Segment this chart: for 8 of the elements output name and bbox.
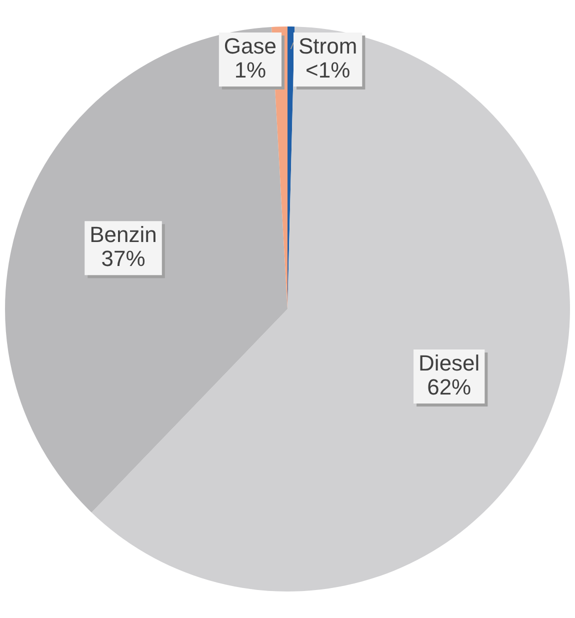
slice-label: Gase: [224, 34, 277, 59]
data-label: <1%: [306, 58, 350, 83]
slice-label: Benzin: [90, 222, 157, 248]
data-label: 1%: [234, 58, 266, 83]
slice-label: Strom: [298, 34, 358, 59]
data-label: 62%: [427, 374, 472, 400]
data-label: 37%: [101, 246, 146, 272]
slice-label: Diesel: [418, 350, 480, 376]
